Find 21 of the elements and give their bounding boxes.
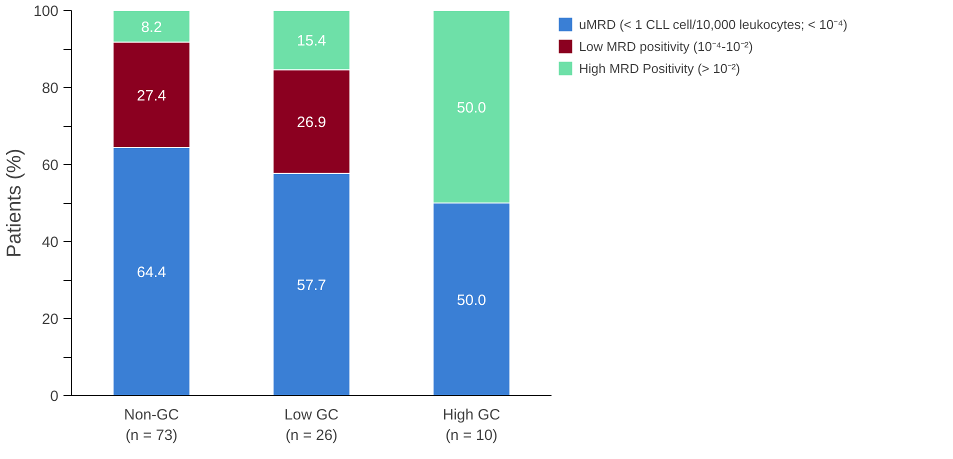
y-axis-title: Patients (%) [3,148,26,258]
y-tick-label: 40 [42,234,59,251]
y-tick-label: 20 [42,311,59,328]
y-tick-label: 60 [42,157,59,174]
x-tick-label: Non-GC (n = 73) [124,406,180,444]
data-label: 26.9 [296,114,326,132]
legend-label: uMRD (< 1 CLL cell/10,000 leukocytes; < 10⁻⁴) [579,16,848,33]
data-label: 50.0 [456,99,486,116]
data-label: 57.7 [296,276,326,294]
x-tick-label: High GC (n = 10) [442,406,500,444]
data-label: 15.4 [296,32,326,50]
y-tick-label: 100 [33,3,59,20]
data-label: 64.4 [136,264,166,282]
x-tick-label: Low GC (n = 26) [284,406,339,444]
data-label: 50.0 [456,292,486,309]
data-label: 8.2 [141,18,162,36]
data-label: 27.4 [136,87,166,104]
legend-label: Low MRD positivity (10⁻⁴-10⁻²) [579,38,753,55]
legend-label: High MRD Positivity (> 10⁻²) [579,60,740,77]
y-tick-label: 0 [50,388,58,405]
y-tick-label: 80 [42,80,59,97]
